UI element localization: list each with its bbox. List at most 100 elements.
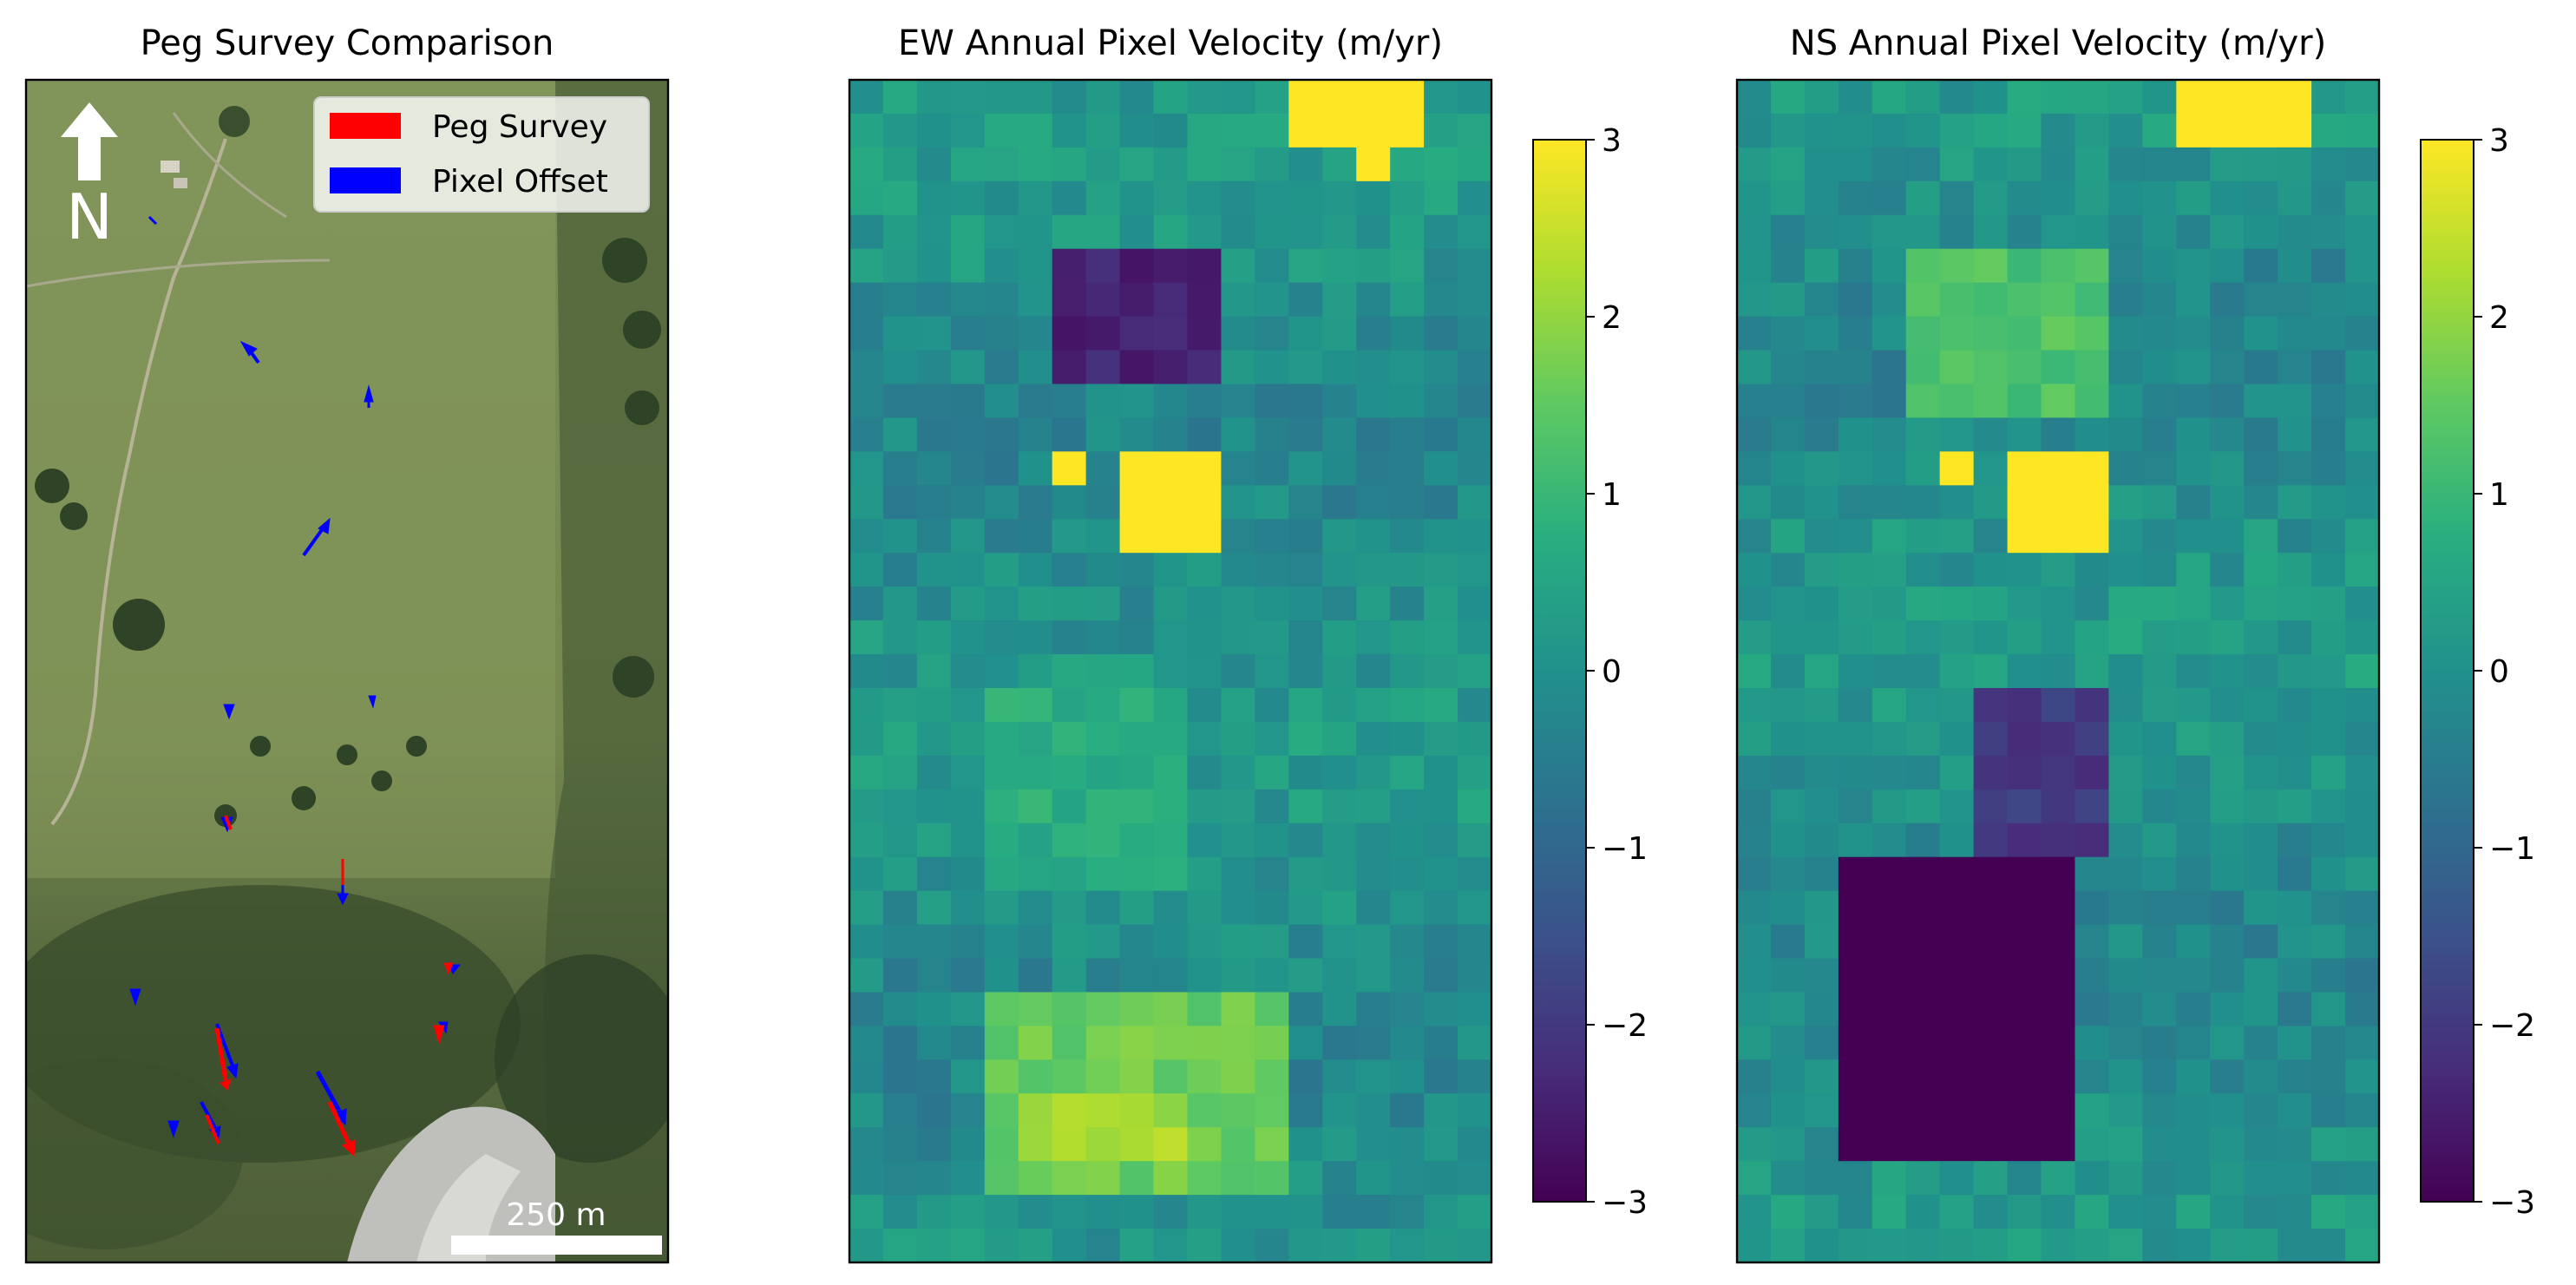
heatmap-cell [1737, 856, 1772, 892]
heatmap-cell [2075, 451, 2110, 486]
heatmap-cell [1838, 823, 1873, 858]
heatmap-cell [2278, 654, 2312, 689]
heatmap-cell [1018, 924, 1053, 960]
heatmap-cell [1119, 856, 1155, 892]
heatmap-cell [2210, 451, 2245, 486]
heatmap-cell [1085, 1026, 1121, 1060]
heatmap-cell [1187, 789, 1222, 824]
heatmap-cell [2345, 587, 2380, 621]
heatmap-cell [2041, 113, 2076, 148]
heatmap-cell [1939, 214, 1975, 250]
heatmap-cell [2075, 384, 2110, 419]
heatmap-cell [2007, 485, 2042, 520]
heatmap-cell [2244, 316, 2278, 351]
heatmap-cell [1770, 214, 1806, 250]
heatmap-cell [1221, 587, 1255, 621]
heatmap-cell [2041, 1229, 2076, 1263]
heatmap-cell [2278, 755, 2312, 790]
heatmap-cell [1018, 587, 1053, 621]
heatmap-cell [1255, 924, 1289, 960]
heatmap-cell [2007, 417, 2042, 452]
heatmap-cell [2345, 350, 2380, 385]
heatmap-cell [1973, 890, 2009, 926]
heatmap-cell [1390, 755, 1425, 790]
heatmap-cell [1390, 1161, 1425, 1196]
heatmap-cell [1939, 417, 1975, 452]
heatmap-cell [1424, 147, 1458, 182]
heatmap-cell [2176, 823, 2211, 858]
heatmap-cell [2278, 924, 2312, 960]
heatmap-cell [1085, 1161, 1121, 1196]
heatmap-cell [1356, 958, 1391, 993]
heatmap-cell [1804, 654, 1839, 689]
heatmap-cell [2345, 924, 2380, 960]
heatmap-cell [984, 856, 1019, 892]
heatmap-cell [1052, 1127, 1087, 1162]
heatmap-cell [1288, 789, 1323, 824]
heatmap-cell [2311, 789, 2346, 824]
heatmap-cell [1322, 1026, 1357, 1060]
heatmap-cell [1838, 924, 1873, 960]
heatmap-cell [1322, 180, 1357, 216]
heatmap-cell [1458, 992, 1492, 1026]
heatmap-cell [916, 1093, 952, 1128]
heatmap-cell [1770, 654, 1806, 689]
heatmap-cell [2345, 147, 2380, 182]
heatmap-cell [1804, 80, 1839, 115]
heatmap-cell [849, 180, 884, 216]
heatmap-cell [1737, 789, 1772, 824]
heatmap-cell [1119, 924, 1155, 960]
heatmap-cell [2075, 1229, 2110, 1263]
heatmap-cell [1770, 890, 1806, 926]
heatmap-cell [916, 519, 952, 554]
heatmap-cell [1939, 654, 1975, 689]
heatmap-cell [1804, 587, 1839, 621]
heatmap-cell [882, 519, 918, 554]
heatmap-cell [1153, 789, 1189, 824]
heatmap-cell [1424, 856, 1458, 892]
heatmap-cell [882, 214, 918, 250]
heatmap-cell [849, 958, 884, 993]
heatmap-cell [1871, 553, 1907, 587]
heatmap-cell [1973, 1059, 2009, 1094]
heatmap-cell [2244, 620, 2278, 655]
heatmap-cell [2108, 80, 2143, 115]
heatmap-cell [2108, 282, 2143, 318]
heatmap-cell [916, 316, 952, 351]
heatmap-cell [2176, 485, 2211, 520]
heatmap-cell [2278, 350, 2312, 385]
heatmap-cell [916, 1195, 952, 1229]
heatmap-cell [1288, 113, 1323, 148]
heatmap-cell [1939, 282, 1975, 318]
heatmap-cell [916, 856, 952, 892]
colorbar-tick-label: −2 [1602, 1008, 1648, 1044]
heatmap-cell [2142, 1059, 2177, 1094]
heatmap-cell [2041, 451, 2076, 486]
heatmap-cell [1322, 147, 1357, 182]
heatmap-cell [1871, 1026, 1907, 1060]
heatmap-cell [2210, 180, 2245, 216]
heatmap-cell [1458, 958, 1492, 993]
heatmap-cell [2075, 654, 2110, 689]
heatmap-cell [1905, 519, 1941, 554]
heatmap-cell [2311, 248, 2346, 284]
heatmap-cell [849, 1127, 884, 1162]
heatmap-cell [1187, 282, 1222, 318]
heatmap-cell [1871, 485, 1907, 520]
heatmap-cell [1770, 687, 1806, 723]
heatmap-cell [1119, 1161, 1155, 1196]
heatmap-cell [2176, 519, 2211, 554]
heatmap-cell [2176, 180, 2211, 216]
heatmap-cell [1119, 1026, 1155, 1060]
heatmap-cell [1187, 721, 1222, 757]
heatmap-cell [1424, 587, 1458, 621]
heatmap-cell [1322, 384, 1357, 419]
heatmap-cell [1187, 755, 1222, 790]
heatmap-cell [950, 721, 986, 757]
heatmap-cell [1018, 992, 1053, 1026]
heatmap-cell [1939, 519, 1975, 554]
heatmap-cell [2278, 113, 2312, 148]
heatmap-cell [2142, 180, 2177, 216]
heatmap-cell [1804, 451, 1839, 486]
heatmap-cell [2007, 384, 2042, 419]
